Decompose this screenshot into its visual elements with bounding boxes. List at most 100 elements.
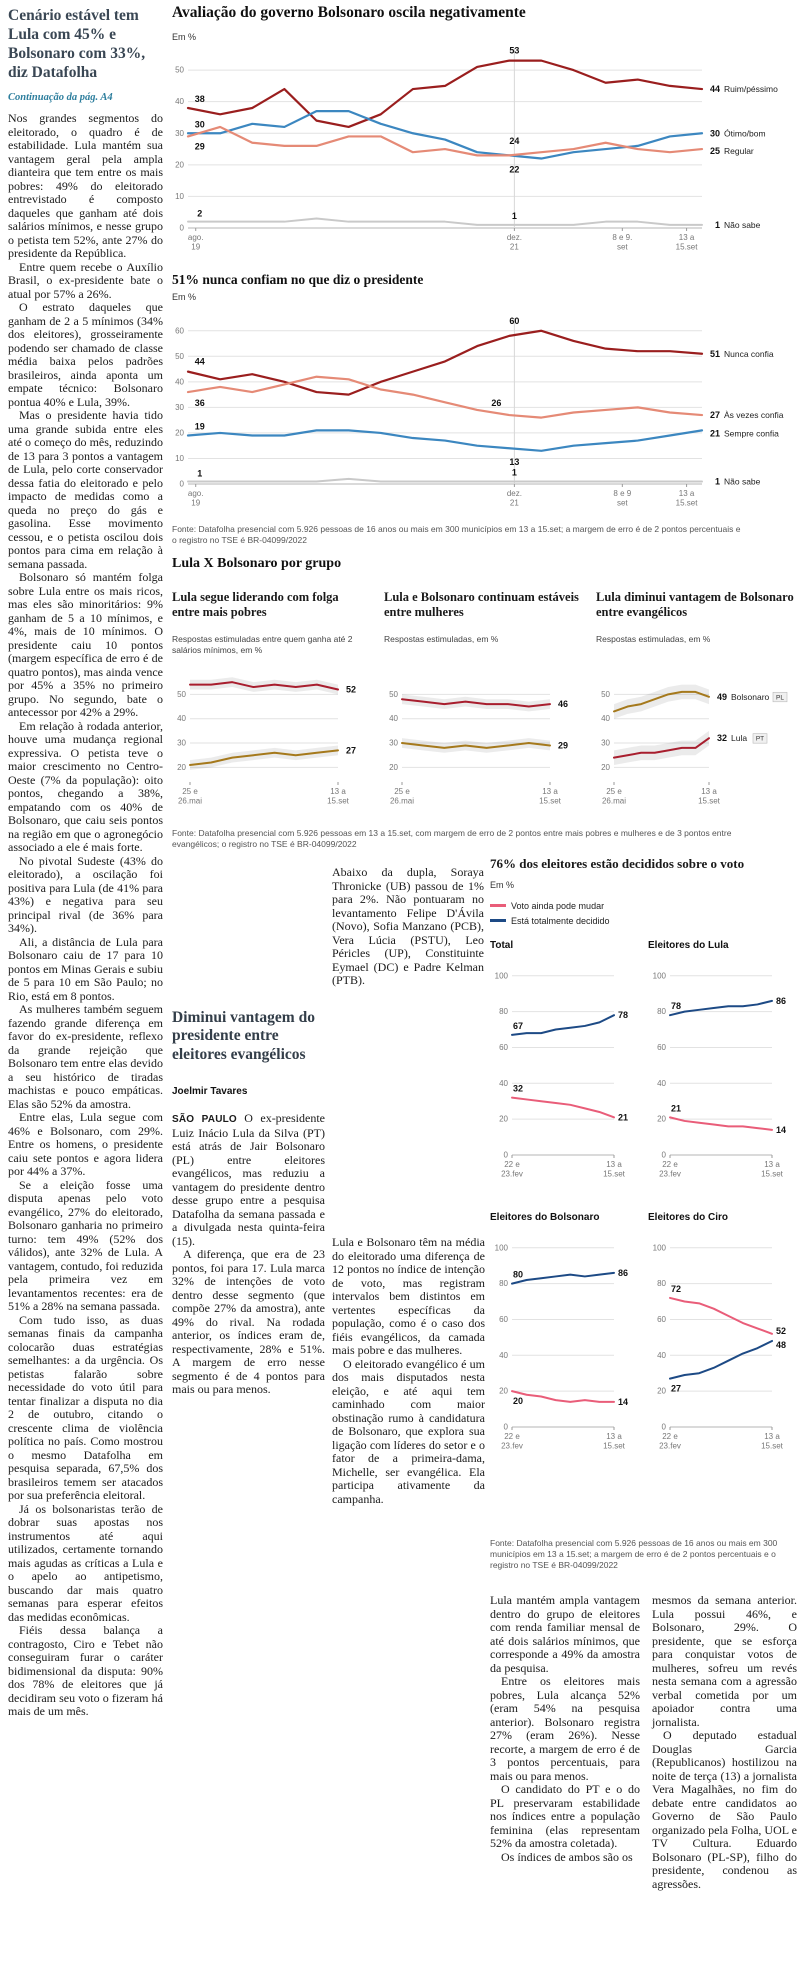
svg-text:60: 60 [509, 316, 519, 326]
svg-text:67: 67 [513, 1021, 523, 1031]
svg-text:50: 50 [175, 66, 184, 75]
svg-text:86: 86 [776, 996, 786, 1006]
svg-text:40: 40 [499, 1351, 508, 1360]
svg-text:23.fev: 23.fev [659, 1442, 681, 1451]
svg-text:ago.: ago. [188, 233, 204, 242]
svg-text:15.set: 15.set [539, 797, 562, 806]
svg-text:26.mai: 26.mai [178, 797, 202, 806]
article-column-4: mesmos da semana anterior. Lula possui 4… [652, 1593, 797, 1891]
svg-text:20: 20 [657, 1387, 666, 1396]
decided-source-note: Fonte: Datafolha presencial com 5.926 pe… [490, 1538, 778, 1570]
svg-text:78: 78 [671, 1001, 681, 1011]
svg-text:1: 1 [512, 211, 517, 221]
svg-text:26.mai: 26.mai [602, 797, 626, 806]
decided-lula-chart: 0 20 40 60 80 100 22 e 23.fev 13 a 15.set 78 86 21 14 [648, 953, 798, 1190]
svg-text:40: 40 [175, 377, 184, 386]
women-voters-chart: 20 30 40 50 25 e 26.mai 13 a 15.set 46 29 [384, 660, 580, 813]
svg-text:40: 40 [657, 1079, 666, 1088]
svg-text:46: 46 [558, 699, 568, 709]
svg-text:49: 49 [717, 692, 727, 702]
svg-text:15.set: 15.set [603, 1442, 626, 1451]
svg-text:29: 29 [195, 141, 205, 151]
svg-text:100: 100 [653, 971, 667, 980]
poor-voters-panel: Lula segue liderando com folga entre mai… [172, 590, 368, 813]
svg-text:60: 60 [657, 1043, 666, 1052]
svg-text:60: 60 [499, 1043, 508, 1052]
svg-text:15.set: 15.set [676, 499, 699, 508]
decided-bolsonaro-chart: 0 20 40 60 80 100 22 e 23.fev 13 a 15.set 80 86 20 14 [490, 1225, 640, 1462]
svg-text:40: 40 [657, 1351, 666, 1360]
paragraph: Lula mantém ampla vantagem dentro do gru… [490, 1593, 640, 1675]
svg-text:0: 0 [662, 1423, 667, 1432]
paragraph: Entre quem recebe o Auxílio Brasil, o ex… [8, 259, 163, 301]
decided-total-title: Total [490, 940, 514, 951]
legend-label: Está totalmente decidido [511, 915, 610, 926]
svg-text:Bolsonaro: Bolsonaro [731, 692, 770, 702]
paragraph: O deputado estadual Douglas Garcia (Repu… [652, 1728, 797, 1891]
svg-text:27: 27 [710, 410, 720, 420]
svg-text:27: 27 [346, 745, 356, 755]
svg-text:13 a: 13 a [606, 1160, 622, 1169]
svg-text:22: 22 [509, 165, 519, 175]
svg-text:80: 80 [499, 1007, 508, 1016]
svg-text:set: set [617, 243, 628, 252]
svg-text:80: 80 [657, 1007, 666, 1016]
paragraph: Com tudo isso, as duas semanas finais da… [8, 1312, 163, 1502]
poor-voters-title: Lula segue liderando com folga entre mai… [172, 590, 339, 619]
svg-text:0: 0 [180, 480, 185, 489]
svg-text:dez.: dez. [507, 233, 522, 242]
svg-text:13 a: 13 a [679, 489, 695, 498]
svg-text:21: 21 [618, 1112, 628, 1122]
svg-text:26: 26 [491, 398, 501, 408]
svg-text:20: 20 [175, 428, 184, 437]
article-column-3: Lula mantém ampla vantagem dentro do gru… [490, 1593, 640, 1864]
svg-text:20: 20 [499, 1387, 508, 1396]
svg-text:20: 20 [389, 763, 398, 772]
svg-text:Não sabe: Não sabe [724, 476, 761, 486]
svg-text:13 a: 13 a [701, 787, 717, 796]
svg-text:50: 50 [175, 352, 184, 361]
article-headline: Diminui vantagem do presidente entre ele… [172, 1008, 315, 1063]
svg-text:0: 0 [180, 224, 185, 233]
svg-text:13: 13 [509, 457, 519, 467]
article-column-2: Lula e Bolsonaro têm na média do eleitor… [332, 1235, 485, 1506]
paragraph: Nos grandes segmentos do eleitorado, o q… [8, 111, 163, 260]
svg-text:48: 48 [776, 1340, 786, 1350]
svg-text:53: 53 [509, 46, 519, 56]
paragraph: O eleitorado evangélico é um dos mais di… [332, 1356, 485, 1506]
svg-text:22 e: 22 e [504, 1160, 520, 1169]
svg-text:Não sabe: Não sabe [724, 220, 761, 230]
svg-text:22 e: 22 e [504, 1432, 520, 1441]
svg-text:25 e: 25 e [394, 787, 410, 796]
paragraph: Os índices de ambos são os [501, 1849, 633, 1864]
svg-text:14: 14 [776, 1125, 786, 1135]
svg-text:30: 30 [195, 119, 205, 129]
paragraph: Abaixo da dupla, Soraya Thronicke (UB) p… [332, 865, 484, 987]
paragraph: Em relação à rodada anterior, houve uma … [8, 718, 163, 854]
decided-legend: Voto ainda pode mudar Está totalmente de… [490, 898, 798, 928]
legend-label: Voto ainda pode mudar [511, 900, 605, 911]
trust-section-title: 51% nunca confiam no que diz o president… [172, 272, 424, 287]
approval-section-title: Avaliação do governo Bolsonaro oscila ne… [172, 4, 526, 21]
svg-text:Regular: Regular [724, 146, 754, 156]
svg-text:Ótimo/bom: Ótimo/bom [724, 128, 766, 138]
decided-ciro-panel: Eleitores do Ciro 0 20 40 60 80 100 22 e 23.fev… [648, 1212, 798, 1462]
svg-text:13 a: 13 a [764, 1160, 780, 1169]
group-section-title: Lula X Bolsonaro por grupo [172, 556, 342, 571]
svg-text:50: 50 [389, 690, 398, 699]
svg-text:13 a: 13 a [679, 233, 695, 242]
svg-text:30: 30 [389, 739, 398, 748]
paragraph: Ali, a distância de Lula para Bolsonaro … [8, 934, 163, 1003]
svg-text:60: 60 [499, 1315, 508, 1324]
evangelical-voters-subtitle: Respostas estimuladas, em % [596, 634, 711, 644]
svg-text:Nunca confia: Nunca confia [724, 349, 774, 359]
svg-text:19: 19 [191, 243, 200, 252]
svg-text:30: 30 [177, 739, 186, 748]
paragraph: SÃO PAULO O ex-presidente Luiz Inácio Lu… [172, 1111, 325, 1248]
other-candidates-paragraph: Abaixo da dupla, Soraya Thronicke (UB) p… [332, 865, 484, 988]
svg-text:21: 21 [671, 1103, 681, 1113]
paragraph: Mas o presidente havia tido uma grande s… [8, 408, 163, 571]
decided-unit-label: Em % [490, 880, 515, 890]
svg-text:10: 10 [175, 192, 184, 201]
svg-text:40: 40 [499, 1079, 508, 1088]
